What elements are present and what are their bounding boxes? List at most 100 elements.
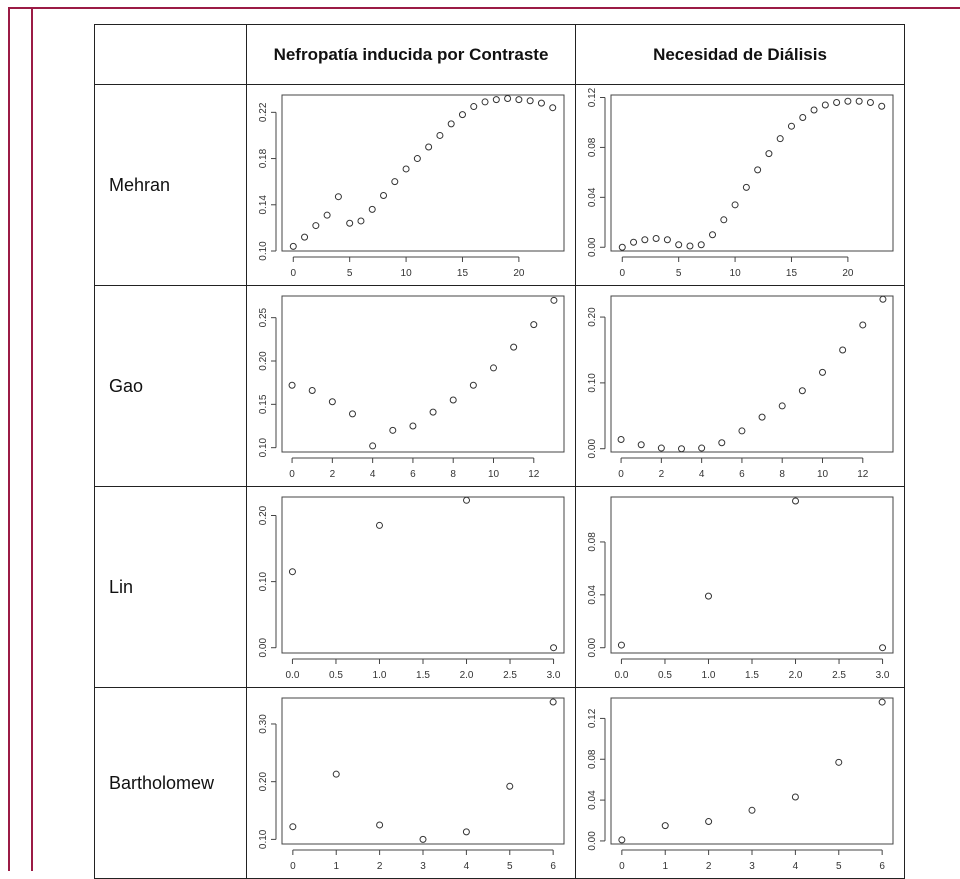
data-point <box>288 568 296 576</box>
x-tick-label: 10 <box>817 469 829 480</box>
x-tick-label: 12 <box>857 469 869 480</box>
plot-box <box>610 496 894 654</box>
scatter-plot-gao-nefropatia: 0 2 4 6 8 10 12 0.10 0.15 0.20 0.25 <box>258 295 565 480</box>
data-point <box>709 231 717 239</box>
data-point <box>661 822 669 830</box>
y-tick-label: 0.04 <box>587 585 598 605</box>
row-label-bartholomew: Bartholomew <box>94 687 247 879</box>
data-point <box>879 644 887 652</box>
data-point <box>481 98 489 106</box>
x-tick-label: 0 <box>290 861 296 872</box>
x-tick-label: 1.5 <box>416 670 430 681</box>
x-tick-label: 6 <box>550 861 556 872</box>
x-tick-label: 20 <box>513 268 525 279</box>
scatter-plot-mehran-dialisis: 0 5 10 15 20 0.00 0.04 0.08 0.12 <box>587 87 894 279</box>
x-tick-label: 0 <box>289 469 295 480</box>
x-tick-label: 8 <box>779 469 785 480</box>
data-point <box>391 178 399 186</box>
x-tick-label: 10 <box>488 469 500 480</box>
y-tick-label: 0.30 <box>258 714 269 734</box>
data-point <box>617 435 625 443</box>
data-point <box>449 396 457 404</box>
y-tick-label: 0.12 <box>587 87 598 107</box>
data-point <box>641 236 649 244</box>
data-point <box>758 413 766 421</box>
plot-cell: 0 2 4 6 8 10 12 0.10 0.15 0.20 0.25 <box>246 285 576 487</box>
y-tick-label: 0.04 <box>587 187 598 207</box>
x-tick-label: 3.0 <box>876 670 890 681</box>
data-point <box>375 521 383 529</box>
y-tick-label: 0.04 <box>587 790 598 810</box>
data-point <box>463 496 471 504</box>
data-point <box>718 439 726 447</box>
data-point <box>368 205 376 213</box>
scatter-plot-lin-dialisis: 0.0 0.5 1.0 1.5 2.0 2.5 3.0 0.00 0.04 0.08 <box>587 496 894 681</box>
data-point <box>469 381 477 389</box>
x-tick-label: 4 <box>370 469 376 480</box>
data-point <box>357 217 365 225</box>
y-tick-label: 0.14 <box>258 195 269 215</box>
header-row: Nefropatía inducida por Contraste Necesi… <box>94 24 905 85</box>
data-point <box>618 243 626 251</box>
plot-cell: 0 1 2 3 4 5 6 0.00 0.04 0.08 0.12 <box>575 687 905 879</box>
data-point <box>470 103 478 111</box>
y-tick-label: 0.22 <box>258 102 269 122</box>
y-tick-label: 0.20 <box>258 505 269 525</box>
data-point <box>866 98 874 106</box>
x-tick-label: 5 <box>507 861 513 872</box>
y-tick-label: 0.20 <box>587 307 598 327</box>
plot-cell: 0.0 0.5 1.0 1.5 2.0 2.5 3.0 0.00 0.04 0.08 <box>575 486 905 688</box>
x-tick-label: 0 <box>619 268 625 279</box>
x-tick-label: 0.0 <box>285 670 299 681</box>
x-tick-label: 0.5 <box>658 670 672 681</box>
y-tick-label: 0.12 <box>587 708 598 728</box>
plot-box <box>281 94 565 252</box>
plot-cell: 0 5 10 15 20 0.00 0.04 0.08 0.12 <box>575 84 905 286</box>
x-tick-label: 15 <box>457 268 469 279</box>
data-point <box>506 782 514 790</box>
x-tick-label: 6 <box>879 861 885 872</box>
data-point <box>697 241 705 249</box>
x-tick-label: 2 <box>330 469 336 480</box>
x-tick-label: 10 <box>730 268 742 279</box>
data-point <box>515 96 523 104</box>
data-point <box>349 410 356 418</box>
x-tick-label: 0 <box>619 861 625 872</box>
x-tick-label: 4 <box>793 861 799 872</box>
plot-cell: 0 1 2 3 4 5 6 0.10 0.20 0.30 <box>246 687 576 879</box>
data-point <box>787 122 795 130</box>
table-row-gao: Gao 0 2 4 6 8 10 12 0.10 0.15 0.20 0.25 0 2 4 6 8 10 12 0… <box>94 285 905 487</box>
scatter-plot-gao-dialisis: 0 2 4 6 8 10 12 0.00 0.10 0.20 <box>587 295 894 480</box>
row-label-mehran: Mehran <box>94 84 247 286</box>
data-point <box>791 793 799 801</box>
data-point <box>663 236 671 244</box>
data-point <box>419 835 427 843</box>
data-point <box>376 821 384 829</box>
data-point <box>425 143 433 151</box>
y-tick-label: 0.10 <box>258 571 269 591</box>
data-point <box>799 113 807 121</box>
data-point <box>754 166 762 174</box>
table-row-mehran: Mehran 0 5 10 15 20 0.10 0.14 0.18 0.22 0 5 10 15 20… <box>94 84 905 286</box>
data-point <box>839 346 847 354</box>
column-header-nefropatia: Nefropatía inducida por Contraste <box>246 24 576 85</box>
x-tick-label: 0 <box>290 268 296 279</box>
plot-box <box>281 496 565 654</box>
data-point <box>630 238 638 246</box>
data-point <box>550 296 558 304</box>
data-point <box>879 295 887 303</box>
data-point <box>792 497 800 505</box>
plot-cell: 0 5 10 15 20 0.10 0.14 0.18 0.22 <box>246 84 576 286</box>
plot-box <box>610 94 894 252</box>
x-tick-label: 1.5 <box>745 670 759 681</box>
x-tick-label: 0.5 <box>329 670 343 681</box>
x-tick-label: 0 <box>618 469 624 480</box>
y-tick-label: 0.10 <box>258 241 269 261</box>
column-header-dialisis: Necesidad de Diálisis <box>575 24 905 85</box>
x-tick-label: 8 <box>450 469 456 480</box>
data-point <box>821 101 829 109</box>
frame-inner-left-border <box>31 7 33 871</box>
frame-left-border <box>8 7 10 871</box>
y-tick-label: 0.08 <box>587 137 598 157</box>
